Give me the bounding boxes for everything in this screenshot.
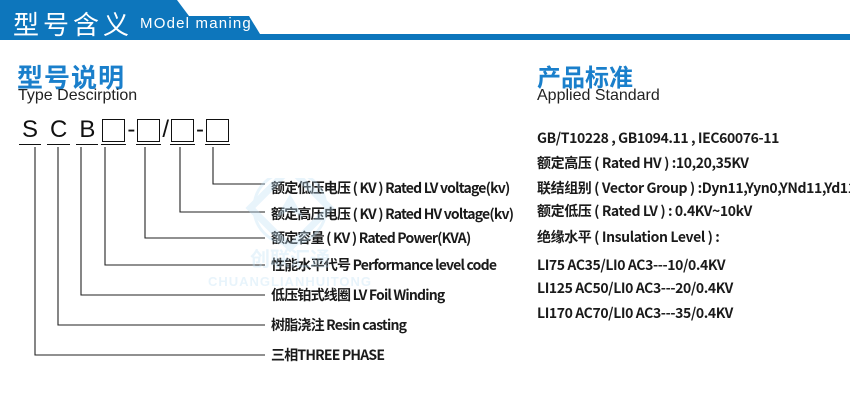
svg-text:CHUANGLIANHUITONG: CHUANGLIANHUITONG [208,274,372,289]
svg-text:创联汇通: 创联汇通 [250,243,330,272]
